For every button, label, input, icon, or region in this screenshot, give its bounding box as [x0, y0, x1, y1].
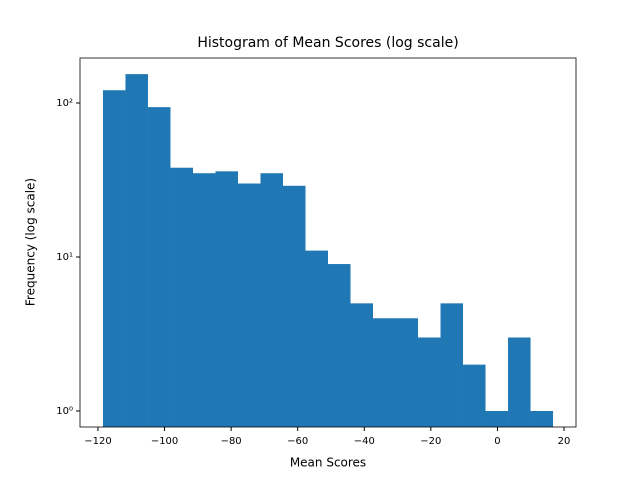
bar [282, 185, 306, 427]
bar [260, 173, 283, 427]
bar [418, 337, 441, 427]
bar [328, 264, 351, 427]
x-axis-label: Mean Scores [290, 456, 366, 470]
bar [215, 171, 238, 427]
bar [440, 303, 464, 427]
x-tick-label: 0 [494, 436, 500, 447]
bar [350, 303, 374, 427]
bar [147, 107, 171, 428]
bar [170, 167, 193, 427]
chart-title: Histogram of Mean Scores (log scale) [197, 35, 458, 51]
x-tick-label: −60 [287, 436, 308, 447]
y-tick-label: 10¹ [56, 252, 73, 263]
x-tick-label: −20 [420, 436, 441, 447]
y-tick-label: 10⁰ [56, 406, 73, 417]
bar [102, 90, 126, 427]
bar [192, 173, 216, 427]
bar [237, 183, 261, 427]
bar [395, 318, 419, 427]
bar [373, 318, 396, 427]
x-tick-label: −40 [354, 436, 375, 447]
bar [485, 410, 509, 427]
x-tick-label: −120 [84, 436, 111, 447]
y-tick-label: 10² [56, 98, 73, 109]
bar [463, 364, 486, 427]
bar [125, 74, 148, 427]
x-tick-label: 20 [558, 436, 571, 447]
bar [530, 410, 554, 427]
bar [508, 337, 531, 427]
x-tick-label: −80 [221, 436, 242, 447]
x-tick-label: −100 [151, 436, 178, 447]
bar [305, 250, 328, 427]
y-axis-label: Frequency (log scale) [24, 178, 38, 306]
plot-frame [79, 57, 577, 428]
